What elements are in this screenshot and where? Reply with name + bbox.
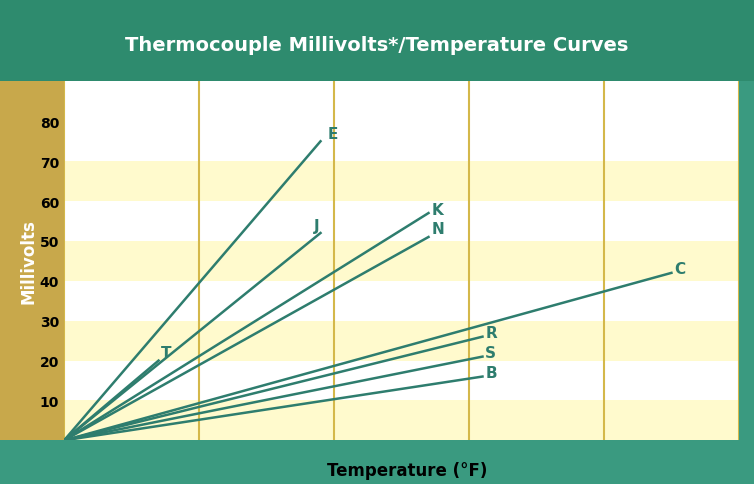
Text: Millivolts: Millivolts: [20, 219, 38, 304]
Text: N: N: [431, 222, 444, 237]
Text: B: B: [485, 365, 497, 380]
Bar: [64, 281, 739, 321]
Text: E: E: [327, 126, 338, 141]
Text: Temperature (°F): Temperature (°F): [327, 461, 487, 479]
Bar: [64, 122, 739, 162]
Bar: [64, 162, 739, 202]
Text: R: R: [485, 326, 497, 340]
Bar: [64, 361, 739, 401]
Text: J: J: [314, 218, 320, 233]
Text: Thermocouple Millivolts*/Temperature Curves: Thermocouple Millivolts*/Temperature Cur…: [125, 36, 629, 55]
Bar: [64, 321, 739, 361]
Bar: [64, 401, 739, 440]
Text: C: C: [674, 262, 685, 277]
Bar: [64, 202, 739, 242]
Bar: [64, 242, 739, 281]
Text: S: S: [485, 346, 496, 361]
Text: K: K: [431, 202, 443, 217]
Text: T: T: [161, 346, 172, 361]
